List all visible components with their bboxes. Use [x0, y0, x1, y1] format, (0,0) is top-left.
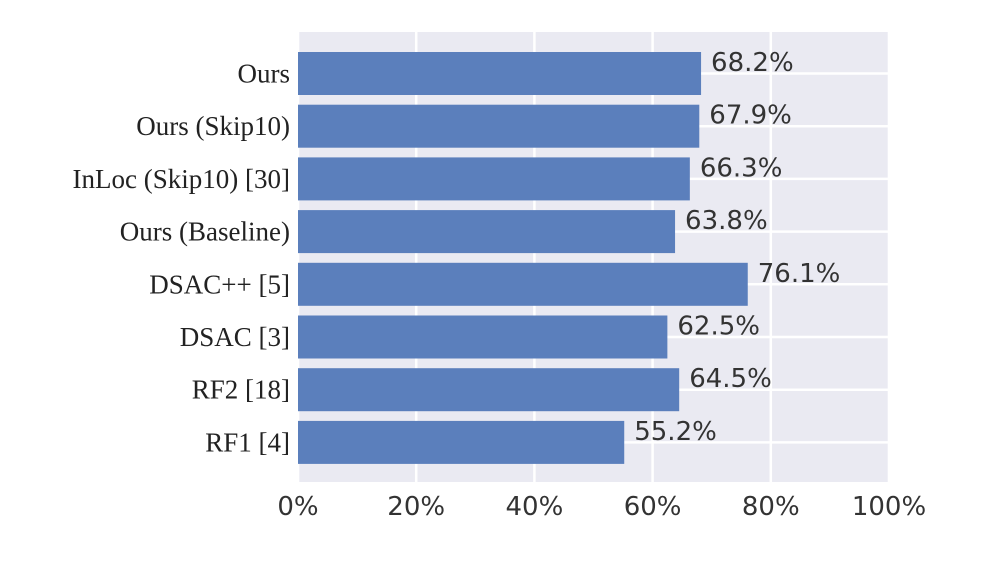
- bar-value-label: 76.1%: [758, 259, 841, 289]
- x-tick-label: 100%: [852, 492, 926, 522]
- bar: [298, 104, 700, 148]
- category-labels: Ours Ours (Skip10) InLoc (Skip10) [30] Ours…: [73, 59, 290, 458]
- category-label: RF2 [18]: [192, 375, 290, 405]
- x-tick-labels: 0% 20% 40% 60% 80% 100%: [277, 492, 926, 522]
- bars: [298, 52, 748, 464]
- plot-background: [298, 32, 889, 482]
- bar: [298, 52, 702, 95]
- value-labels: 68.2% 67.9% 66.3% 63.8% 76.1% 62.5% 64.5% 55.2%: [634, 48, 840, 447]
- category-label: Ours: [238, 59, 291, 89]
- x-tick-label: 0%: [277, 492, 318, 522]
- bar-value-label: 67.9%: [709, 101, 792, 131]
- bar-value-label: 64.5%: [689, 364, 772, 394]
- bar-value-label: 63.8%: [685, 206, 768, 236]
- bar: [298, 262, 748, 306]
- x-tick-label: 40%: [506, 492, 564, 522]
- x-tick-label: 80%: [742, 492, 800, 522]
- x-tick-label: 20%: [387, 492, 445, 522]
- bar: [298, 368, 680, 412]
- category-label: DSAC [3]: [180, 322, 290, 352]
- category-label: RF1 [4]: [205, 427, 290, 457]
- category-label: InLoc (Skip10) [30]: [73, 164, 290, 194]
- x-tick-label: 60%: [624, 492, 682, 522]
- bar: [298, 315, 668, 359]
- bar: [298, 420, 625, 464]
- bar-value-label: 62.5%: [677, 312, 760, 342]
- bar-value-label: 55.2%: [634, 417, 717, 447]
- bar-value-label: 66.3%: [700, 153, 783, 183]
- bar-value-label: 68.2%: [711, 48, 794, 78]
- category-label: Ours (Baseline): [120, 217, 290, 247]
- category-label: Ours (Skip10): [136, 111, 290, 141]
- bar: [298, 157, 690, 201]
- bar: [298, 210, 676, 254]
- category-label: DSAC++ [5]: [149, 269, 290, 299]
